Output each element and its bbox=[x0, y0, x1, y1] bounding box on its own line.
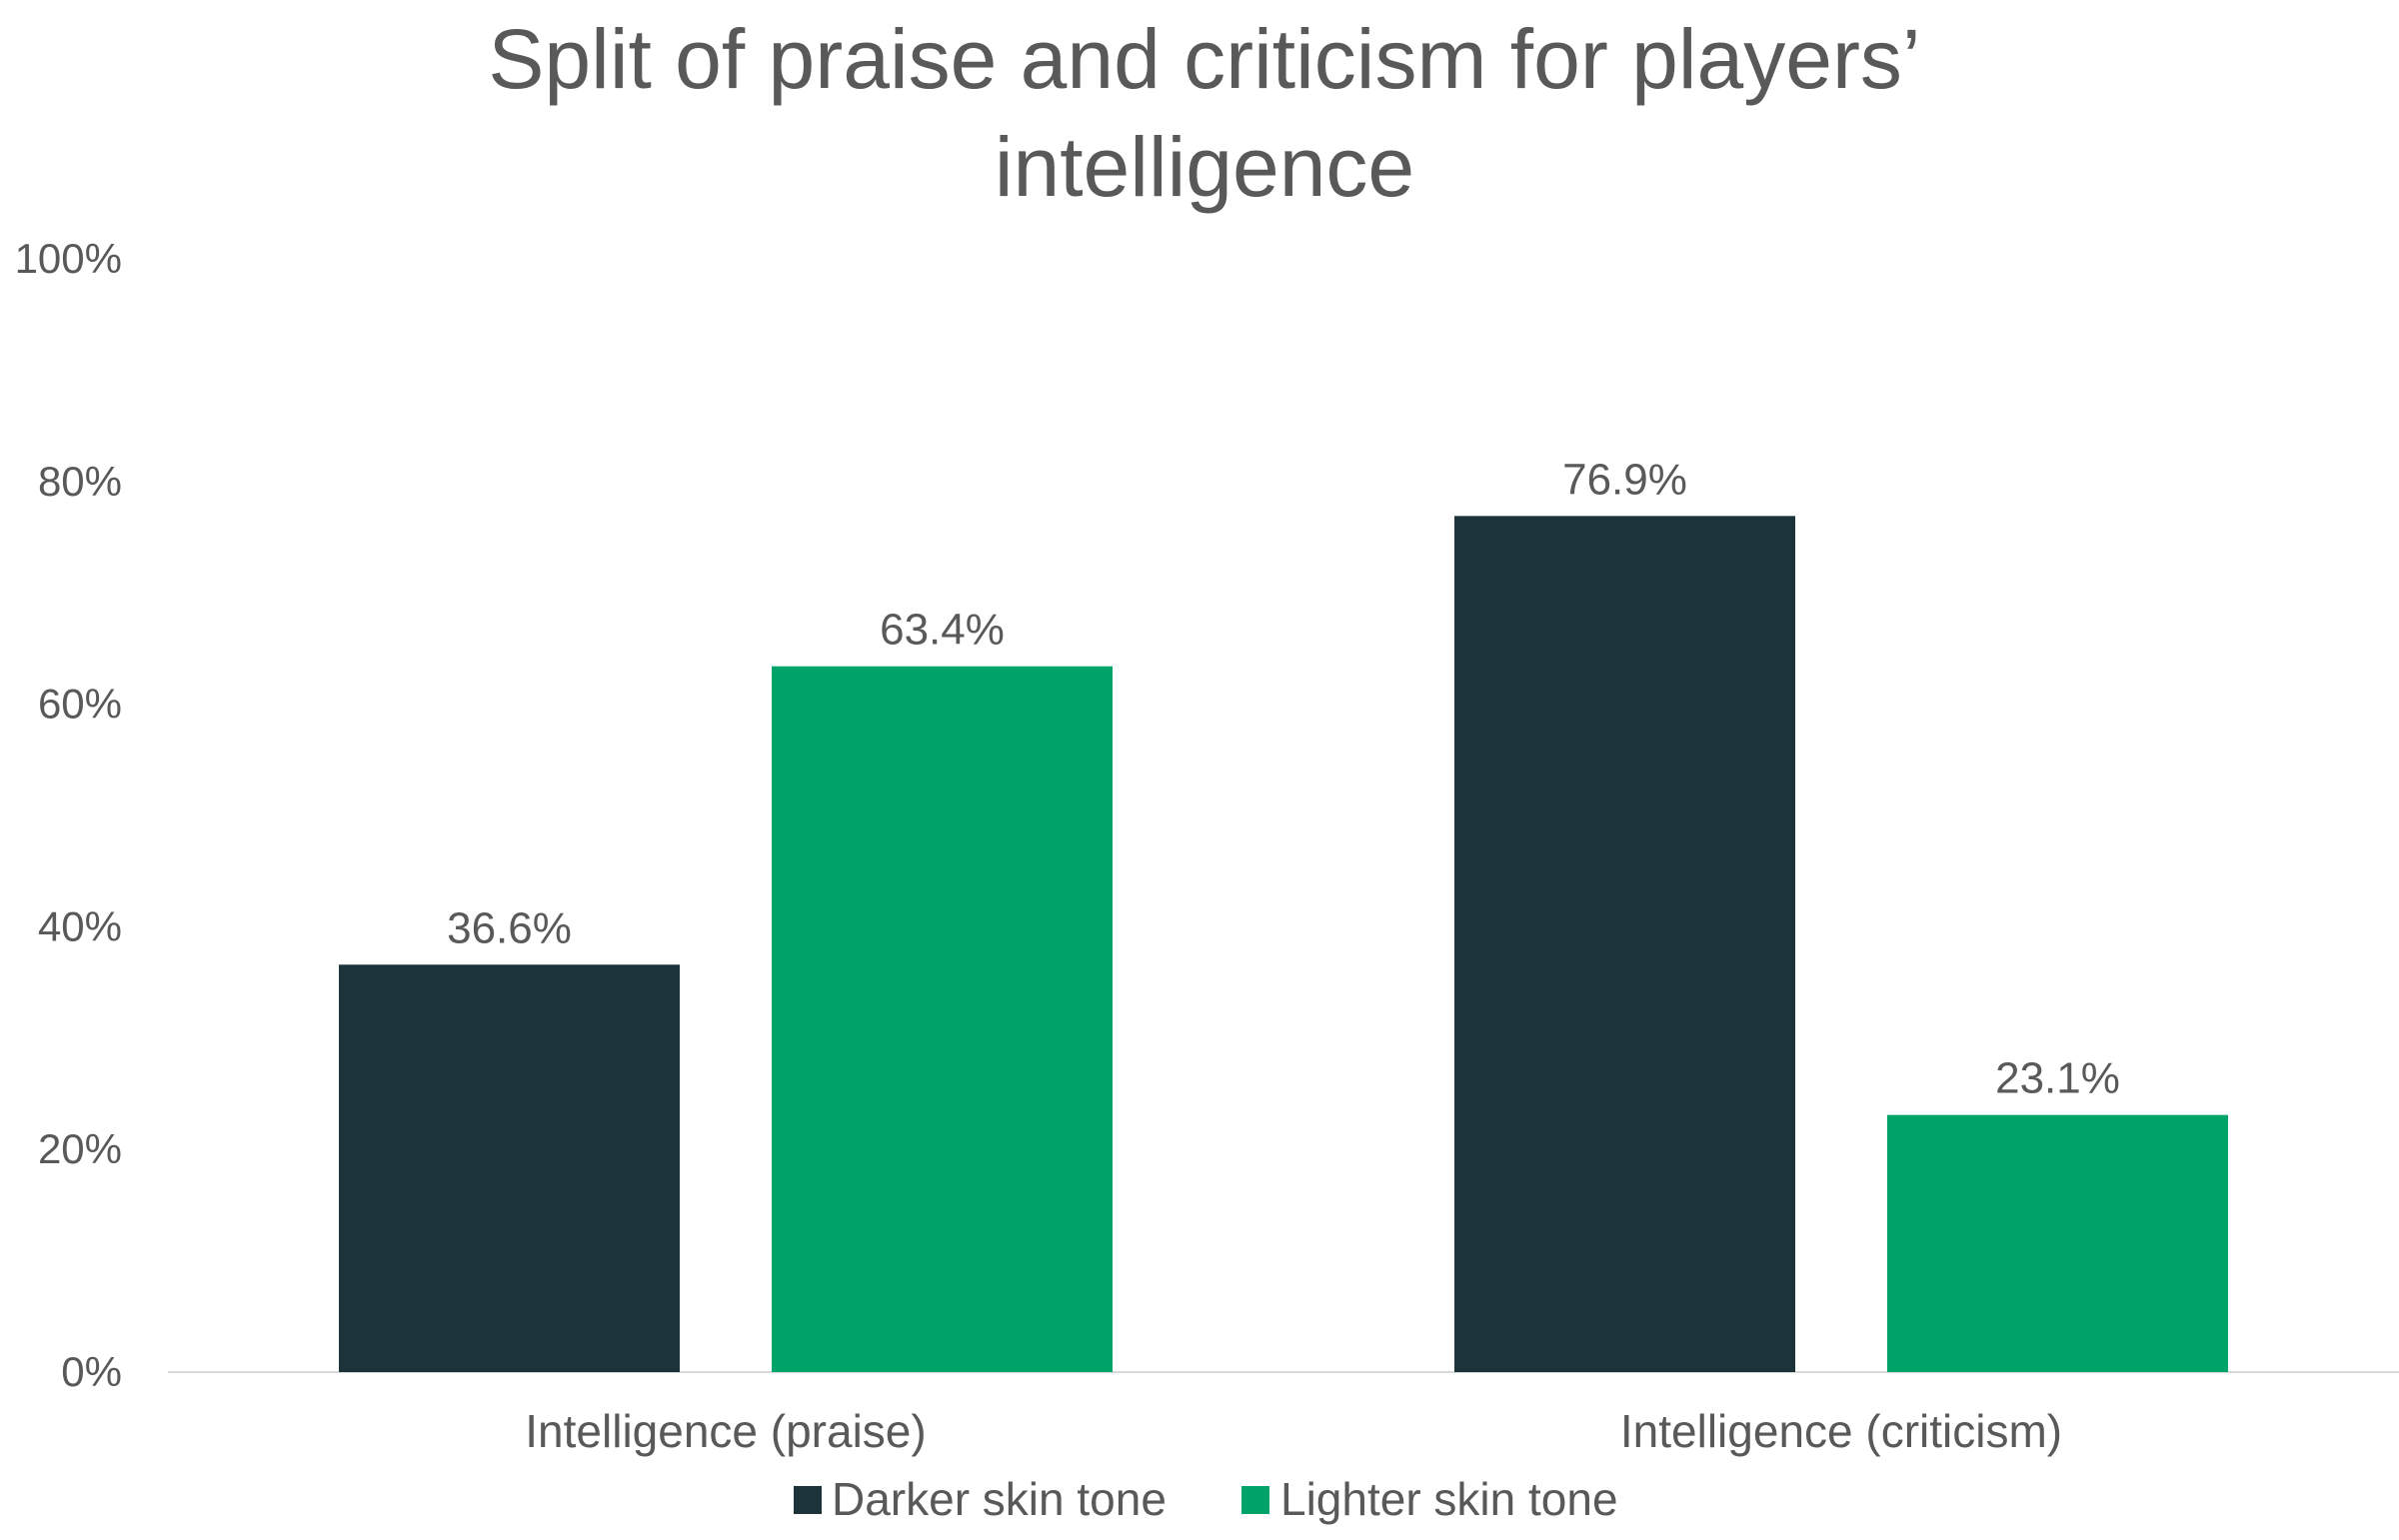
data-label: 23.1% bbox=[1995, 1054, 2120, 1103]
bars bbox=[339, 516, 2228, 1372]
legend-label: Lighter skin tone bbox=[1280, 1473, 1618, 1525]
data-label: 63.4% bbox=[880, 606, 1005, 655]
bar bbox=[339, 964, 680, 1372]
y-tick-label: 60% bbox=[38, 681, 122, 728]
x-tick-label: Intelligence (praise) bbox=[525, 1405, 926, 1457]
data-label: 76.9% bbox=[1562, 455, 1687, 504]
x-axis: Intelligence (praise) Intelligence (criti… bbox=[525, 1405, 2062, 1457]
y-tick-label: 20% bbox=[38, 1125, 122, 1172]
y-tick-label: 80% bbox=[38, 458, 122, 505]
bar bbox=[1887, 1114, 2228, 1372]
chart-title-line-2: intelligence bbox=[995, 120, 1414, 214]
legend: Darker skin tone Lighter skin tone bbox=[794, 1473, 1618, 1525]
data-labels: 36.6% 63.4% 76.9% 23.1% bbox=[447, 455, 2120, 1102]
x-tick-label: Intelligence (criticism) bbox=[1620, 1405, 2062, 1457]
bar bbox=[772, 666, 1113, 1372]
legend-swatch bbox=[794, 1486, 822, 1514]
bar bbox=[1454, 516, 1795, 1372]
data-label: 36.6% bbox=[447, 903, 572, 952]
y-axis: 0% 20% 40% 60% 80% 100% bbox=[15, 235, 122, 1395]
y-tick-label: 40% bbox=[38, 902, 122, 949]
y-tick-label: 100% bbox=[15, 235, 122, 282]
legend-swatch bbox=[1241, 1486, 1269, 1514]
y-tick-label: 0% bbox=[61, 1348, 122, 1395]
chart-title-line-1: Split of praise and criticism for player… bbox=[488, 12, 1920, 106]
chart-title: Split of praise and criticism for player… bbox=[488, 12, 1920, 214]
legend-label: Darker skin tone bbox=[832, 1473, 1167, 1525]
